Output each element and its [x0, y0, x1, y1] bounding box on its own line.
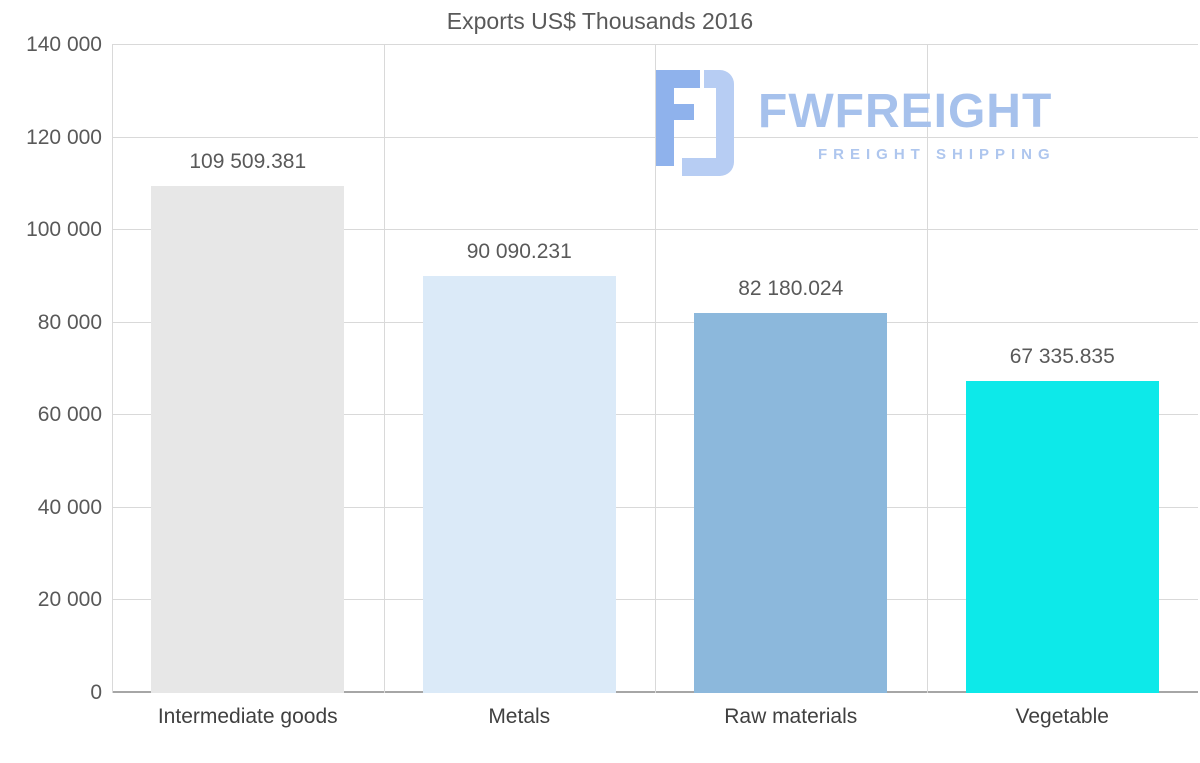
x-category-label: Metals: [488, 705, 551, 728]
v-gridline: [112, 45, 113, 693]
y-tick-label: 80 000: [37, 310, 102, 334]
bar-vegetable: [965, 381, 1159, 693]
y-tick-label: 40 000: [37, 495, 102, 519]
y-tick-label: 140 000: [26, 33, 102, 56]
watermark-tagline: FREIGHT SHIPPING: [818, 146, 1056, 163]
bar-value-label: 90 090.231: [466, 240, 572, 264]
watermark-brand: FWFREIGHT: [758, 85, 1053, 138]
y-tick-label: 0: [90, 681, 102, 704]
bar-metals: [422, 276, 616, 693]
bar-value-label: 82 180.024: [738, 276, 844, 300]
bar-raw-materials: [694, 312, 888, 693]
x-category-label: Intermediate goods: [157, 705, 338, 728]
v-gridline: [655, 45, 656, 693]
y-tick-label: 60 000: [37, 403, 102, 427]
bar-intermediate-goods: [151, 186, 345, 693]
bar-value-label: 67 335.835: [1009, 345, 1115, 369]
watermark-text: FWFREIGHT FREIGHT SHIPPING: [758, 64, 1056, 164]
y-tick-label: 120 000: [26, 125, 102, 149]
v-gridline: [383, 45, 385, 693]
y-axis: 0 20 000 40 000 60 000 80 000 100 000 120 000 1…: [0, 33, 102, 704]
plot-area: 109 509.381 90 090.231 82 180.024 67 335.83…: [112, 44, 1198, 693]
x-axis: Intermediate goods Metals Raw materials Veg…: [112, 705, 1198, 735]
chart-title: Exports US$ Thousands 2016: [446, 8, 754, 34]
x-category-label: Raw materials: [724, 705, 858, 728]
y-tick-label: 100 000: [26, 218, 102, 242]
v-gridline: [926, 45, 928, 693]
y-tick-label: 20 000: [37, 588, 102, 612]
x-category-label: Vegetable: [1015, 705, 1109, 728]
fwfreight-watermark: FWFREIGHT FREIGHT SHIPPING: [648, 64, 1056, 187]
bar-value-label: 109 509.381: [189, 150, 307, 174]
h-gridline: [112, 44, 1198, 45]
fwfreight-logo-icon: [648, 64, 740, 187]
